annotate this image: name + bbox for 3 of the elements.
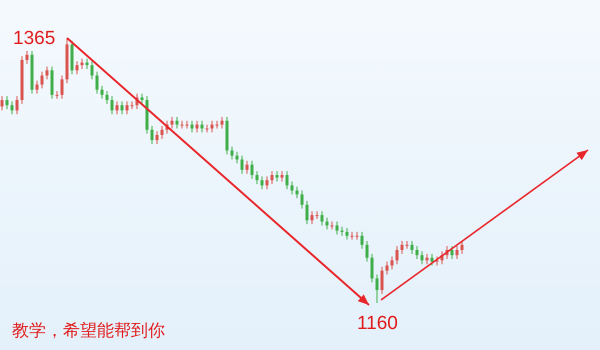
text: 1160 <box>357 313 398 334</box>
annotation: 1365 <box>13 28 56 49</box>
text: 教学，希望能帮到你 <box>12 321 165 341</box>
